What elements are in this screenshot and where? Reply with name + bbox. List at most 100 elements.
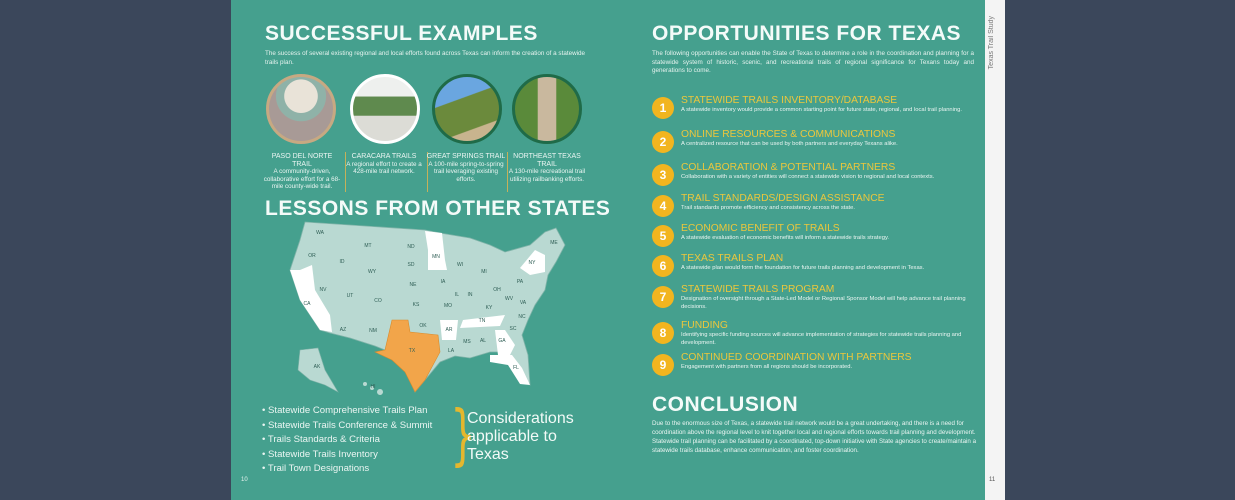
consideration-item: Statewide Comprehensive Trails Plan — [262, 404, 432, 419]
state-label-ga: GA — [498, 338, 506, 344]
opportunity-title: STATEWIDE TRAILS PROGRAM — [681, 284, 835, 295]
example-caption: CARACARA TRAILS A regional effort to crea… — [346, 153, 422, 176]
successful-examples-intro: The success of several existing regional… — [265, 50, 586, 66]
state-ny — [520, 250, 545, 275]
state-label-mo: MO — [444, 303, 452, 309]
number-badge: 9 — [652, 354, 674, 376]
state-label-tx: TX — [409, 348, 416, 354]
opportunity-title: CONTINUED COORDINATION WITH PARTNERS — [681, 352, 912, 363]
number-badge: 4 — [652, 195, 674, 217]
state-label-ks: KS — [413, 302, 420, 308]
state-label-nd: ND — [407, 244, 415, 250]
state-label-il: IL — [455, 292, 459, 298]
considerations-list: Statewide Comprehensive Trails Plan Stat… — [262, 404, 432, 477]
state-tn — [460, 315, 505, 328]
consideration-item: Trail Town Designations — [262, 462, 432, 477]
state-label-az: AZ — [340, 327, 346, 333]
state-ca — [290, 265, 332, 332]
opportunities-intro: The following opportunities can enable t… — [652, 50, 974, 74]
state-label-ms: MS — [463, 339, 471, 345]
state-ak — [297, 347, 339, 393]
conclusion-title: CONCLUSION — [652, 393, 799, 416]
successful-examples-title: SUCCESSFUL EXAMPLES — [265, 22, 538, 45]
state-label-wv: WV — [505, 296, 514, 302]
state-label-va: VA — [520, 300, 527, 306]
divider — [507, 152, 508, 192]
consideration-item: Statewide Trails Conference & Summit — [262, 419, 432, 434]
state-ga — [495, 330, 515, 355]
opportunity-title: TRAIL STANDARDS/DESIGN ASSISTANCE — [681, 193, 885, 204]
consideration-item: Trails Standards & Criteria — [262, 433, 432, 448]
state-label-me: ME — [550, 240, 558, 246]
example-caption: PASO DEL NORTE TRAIL A community-driven, … — [263, 153, 341, 191]
photo-great-springs — [432, 74, 502, 144]
state-label-fl: FL — [513, 365, 519, 371]
opportunity-desc: Identifying specific funding sources wil… — [681, 332, 962, 346]
state-label-oh: OH — [493, 287, 501, 293]
opportunity-desc: A statewide evaluation of economic benef… — [681, 235, 890, 241]
state-label-in: IN — [468, 292, 473, 298]
state-label-la: LA — [448, 348, 455, 354]
state-label-tn: TN — [479, 318, 486, 324]
lessons-title: LESSONS FROM OTHER STATES — [265, 197, 611, 220]
number-badge: 1 — [652, 97, 674, 119]
state-label-sd: SD — [408, 262, 415, 268]
state-label-pa: PA — [517, 279, 524, 285]
number-badge: 6 — [652, 255, 674, 277]
state-label-mn: MN — [432, 254, 440, 260]
opportunity-desc: A statewide plan would form the foundati… — [681, 265, 925, 271]
number-badge: 7 — [652, 286, 674, 308]
opportunity-title: STATEWIDE TRAILS INVENTORY/DATABASE — [681, 95, 898, 106]
state-label-sc: SC — [510, 326, 517, 332]
state-label-ia: IA — [441, 279, 446, 285]
state-ar — [440, 320, 458, 340]
state-label-wy: WY — [368, 269, 377, 275]
opportunity-desc: Trail standards promote efficiency and c… — [681, 205, 855, 211]
opportunity-title: TEXAS TRAILS PLAN — [681, 253, 784, 264]
opportunity-title: COLLABORATION & POTENTIAL PARTNERS — [681, 162, 896, 173]
state-label-ut: UT — [347, 293, 354, 299]
number-badge: 5 — [652, 225, 674, 247]
opportunities-title: OPPORTUNITIES FOR TEXAS — [652, 22, 962, 45]
state-label-nv: NV — [320, 287, 328, 293]
opportunity-desc: Designation of oversight through a State… — [681, 296, 966, 310]
state-fl — [490, 355, 530, 385]
state-label-mt: MT — [364, 243, 371, 249]
opportunity-desc: Engagement with partners from all region… — [681, 364, 853, 370]
brace-icon: } — [450, 396, 476, 473]
page-number-right: 11 — [989, 477, 996, 483]
conclusion-text: Due to the enormous size of Texas, a sta… — [652, 420, 977, 454]
opportunity-desc: A centralized resource that can be used … — [681, 141, 898, 147]
opportunity-title: ECONOMIC BENEFIT OF TRAILS — [681, 223, 840, 234]
state-tx — [374, 319, 441, 393]
opportunity-title: ONLINE RESOURCES & COMMUNICATIONS — [681, 129, 896, 140]
state-label-wa: WA — [316, 230, 325, 236]
divider — [427, 152, 428, 192]
divider — [345, 152, 346, 192]
state-label-ky: KY — [486, 305, 493, 311]
state-label-co: CO — [374, 298, 382, 304]
state-label-nm: NM — [369, 328, 377, 334]
state-mn — [425, 231, 447, 270]
state-label-wi: WI — [457, 262, 463, 268]
page-number-left: 10 — [241, 477, 248, 483]
opportunity-title: FUNDING — [681, 320, 728, 331]
opportunity-desc: Collaboration with a variety of entities… — [681, 174, 935, 180]
photo-paso-del-norte — [266, 74, 336, 144]
consideration-item: Statewide Trails Inventory — [262, 448, 432, 463]
state-label-hi: HI — [371, 384, 376, 390]
state-label-ca: CA — [304, 301, 312, 307]
state-label-ne: NE — [410, 282, 418, 288]
state-label-ak: AK — [314, 364, 321, 370]
opportunity-desc: A statewide inventory would provide a co… — [681, 107, 962, 113]
example-caption: GREAT SPRINGS TRAIL A 100-mile spring-to-… — [426, 153, 506, 183]
photo-northeast-texas — [512, 74, 582, 144]
state-label-ok: OK — [419, 323, 427, 329]
state-label-nc: NC — [518, 314, 526, 320]
state-label-ny: NY — [529, 260, 537, 266]
state-label-id: ID — [340, 259, 345, 265]
state-label-mi: MI — [481, 269, 487, 275]
photo-caracara — [350, 74, 420, 144]
number-badge: 3 — [652, 164, 674, 186]
